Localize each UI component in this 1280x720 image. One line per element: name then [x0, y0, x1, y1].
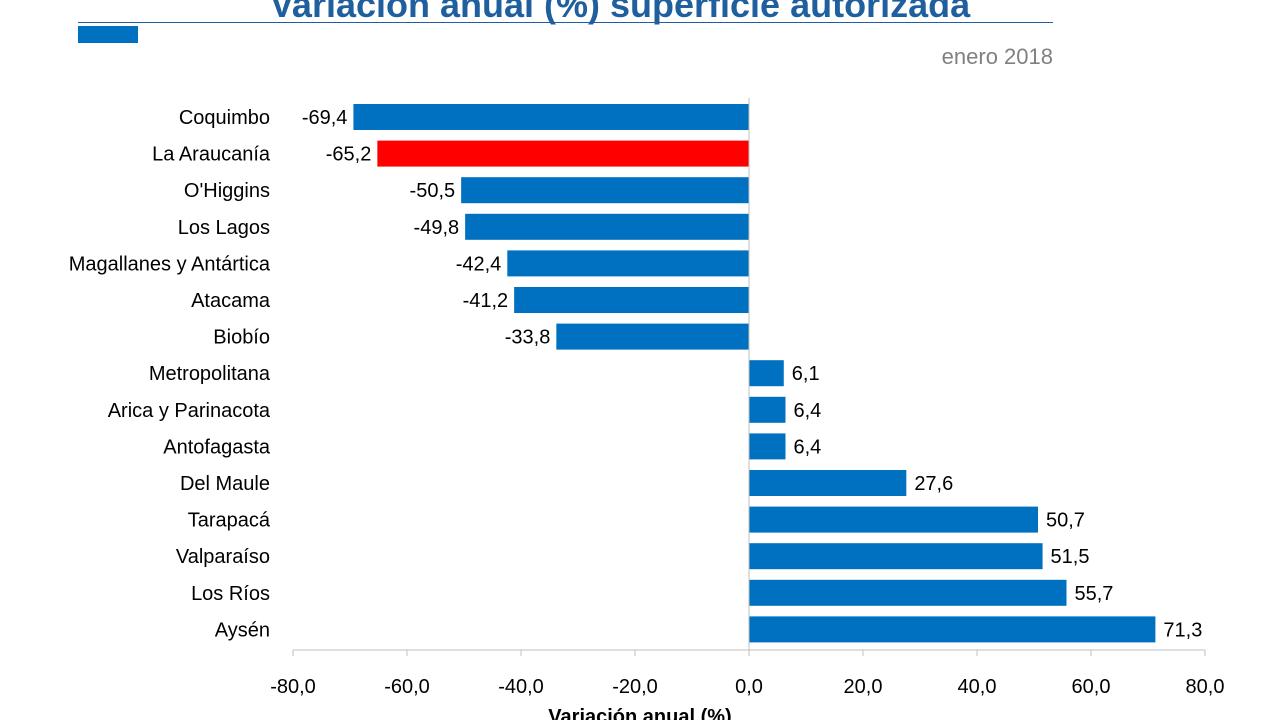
category-label: Los Lagos: [178, 217, 270, 239]
category-label: Los Ríos: [191, 583, 270, 605]
data-label: -69,4: [302, 107, 348, 129]
data-label: 71,3: [1163, 619, 1202, 641]
data-label: -65,2: [326, 144, 372, 166]
bar: [353, 104, 749, 130]
bar: [749, 360, 784, 387]
bar: [749, 433, 786, 460]
category-label: Metropolitana: [149, 363, 271, 385]
bar: [749, 543, 1043, 570]
title-underline: [78, 22, 1053, 23]
x-tick-label: 0,0: [735, 676, 763, 698]
bar: [749, 396, 786, 423]
category-label: Coquimbo: [179, 107, 270, 129]
x-axis-label-clip: Variación anual (%): [0, 706, 1280, 720]
category-label: Arica y Parinacota: [108, 400, 271, 422]
chart-title: Variación anual (%) superficie autorizad…: [269, 0, 971, 25]
data-label: 6,1: [792, 363, 820, 385]
x-tick-label: 20,0: [844, 676, 883, 698]
bar: [749, 506, 1038, 533]
category-label: Aysén: [215, 619, 270, 641]
data-label: 51,5: [1051, 546, 1090, 568]
chart-subtitle: enero 2018: [941, 44, 1053, 69]
x-tick-label: -20,0: [612, 676, 658, 698]
category-label: Magallanes y Antártica: [69, 253, 271, 275]
bar: [514, 287, 749, 313]
data-label: 27,6: [914, 473, 953, 495]
x-axis-label: Variación anual (%): [548, 706, 732, 720]
data-label: -49,8: [414, 217, 460, 239]
bar: [465, 213, 749, 240]
category-label: Valparaíso: [176, 546, 270, 568]
bar: [377, 140, 749, 167]
data-label: -42,4: [456, 253, 502, 275]
data-label: -33,8: [505, 327, 551, 349]
category-label: La Araucanía: [152, 144, 271, 166]
data-label: 6,4: [793, 436, 821, 458]
data-label: 55,7: [1074, 583, 1113, 605]
x-tick-label: -40,0: [498, 676, 544, 698]
x-tick-label: 80,0: [1186, 676, 1225, 698]
data-label: -41,2: [463, 290, 509, 312]
bar: [749, 616, 1156, 643]
bar: [556, 323, 749, 350]
x-tick-label: 40,0: [958, 676, 997, 698]
category-label: O'Higgins: [184, 180, 270, 202]
bar: [461, 177, 749, 204]
bar: [507, 250, 749, 277]
category-label: Atacama: [191, 290, 271, 312]
x-tick-label: -80,0: [270, 676, 316, 698]
data-label: 6,4: [793, 400, 821, 422]
category-label: Tarapacá: [188, 510, 271, 532]
x-tick-label: -60,0: [384, 676, 430, 698]
bar: [749, 579, 1067, 606]
legend-swatch: [78, 26, 138, 43]
category-label: Biobío: [213, 327, 270, 349]
x-tick-label: 60,0: [1072, 676, 1111, 698]
category-label: Del Maule: [180, 473, 270, 495]
data-label: -50,5: [410, 180, 456, 202]
category-label: Antofagasta: [163, 436, 271, 458]
bar: [749, 470, 907, 496]
data-label: 50,7: [1046, 510, 1085, 532]
